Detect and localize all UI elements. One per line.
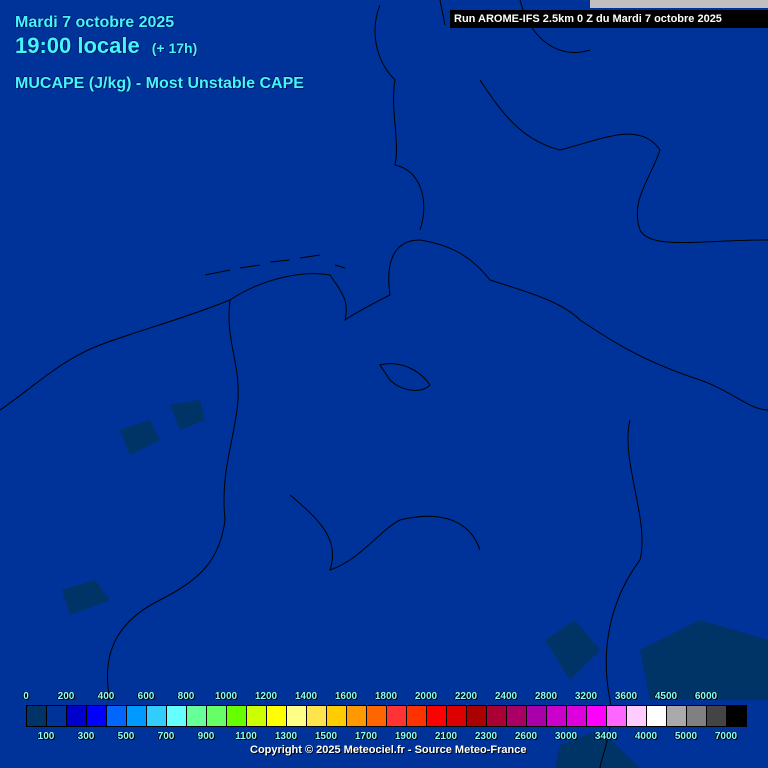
legend-color-box	[187, 706, 207, 726]
legend-label: 800	[177, 691, 195, 702]
legend-color-box	[467, 706, 487, 726]
legend-label: 3600	[614, 691, 638, 702]
legend-color-box	[67, 706, 87, 726]
legend-color-box	[407, 706, 427, 726]
color-scale-bar	[26, 705, 747, 727]
legend-label: 1500	[314, 731, 338, 742]
legend-label: 4000	[634, 731, 658, 742]
forecast-lead-time: (+ 17h)	[151, 40, 198, 56]
low-cape-patches	[62, 400, 768, 768]
legend-color-box	[307, 706, 327, 726]
legend-label: 2200	[454, 691, 478, 702]
legend-label: 2300	[474, 731, 498, 742]
legend-label: 5000	[674, 731, 698, 742]
legend-label: 100	[37, 731, 55, 742]
legend-label: 1800	[374, 691, 398, 702]
legend-label: 2800	[534, 691, 558, 702]
legend-color-box	[447, 706, 467, 726]
legend-label: 3200	[574, 691, 598, 702]
legend-label: 1100	[235, 731, 257, 742]
legend-color-box	[327, 706, 347, 726]
legend-color-box	[567, 706, 587, 726]
legend-color-box	[527, 706, 547, 726]
legend-label: 700	[157, 731, 175, 742]
legend-label: 1900	[394, 731, 418, 742]
legend-color-box	[127, 706, 147, 726]
legend-color-box	[367, 706, 387, 726]
legend-label: 600	[137, 691, 155, 702]
legend-label: 1700	[354, 731, 378, 742]
legend-label: 500	[117, 731, 135, 742]
legend-color-box	[167, 706, 187, 726]
legend-color-box	[147, 706, 167, 726]
parameter-title: MUCAPE (J/kg) - Most Unstable CAPE	[15, 75, 304, 92]
legend-color-box	[647, 706, 667, 726]
legend-label: 200	[57, 691, 75, 702]
legend-label: 1300	[274, 731, 298, 742]
legend-label: 300	[77, 731, 95, 742]
legend-label: 1200	[254, 691, 278, 702]
legend-color-box	[427, 706, 447, 726]
legend-color-box	[287, 706, 307, 726]
legend-label: 900	[197, 731, 215, 742]
legend-color-box	[507, 706, 527, 726]
legend-label: 2000	[414, 691, 438, 702]
legend-color-box	[687, 706, 707, 726]
legend-label: 3400	[594, 731, 618, 742]
legend-color-box	[607, 706, 627, 726]
legend-color-box	[627, 706, 647, 726]
legend-label: 1000	[214, 691, 238, 702]
legend-color-box	[247, 706, 267, 726]
forecast-time: 19:00 locale (+ 17h)	[15, 33, 197, 59]
legend-label: 0	[23, 691, 29, 702]
legend-color-box	[207, 706, 227, 726]
legend-label: 2100	[434, 731, 458, 742]
legend-label: 6000	[694, 691, 718, 702]
legend-color-box	[87, 706, 107, 726]
legend-color-box	[227, 706, 247, 726]
legend-label: 3000	[554, 731, 578, 742]
legend-label: 400	[97, 691, 115, 702]
no-data-area	[590, 0, 768, 8]
forecast-local-time: 19:00 locale	[15, 33, 140, 58]
legend-label: 2600	[514, 731, 538, 742]
legend-color-box	[267, 706, 287, 726]
legend-label: 1400	[294, 691, 318, 702]
legend-color-box	[387, 706, 407, 726]
legend-color-box	[707, 706, 727, 726]
legend-color-box	[667, 706, 687, 726]
legend-label: 1600	[334, 691, 358, 702]
legend-color-box	[27, 706, 47, 726]
forecast-date: Mardi 7 octobre 2025	[15, 14, 175, 31]
legend-color-box	[487, 706, 507, 726]
legend-color-box	[47, 706, 67, 726]
legend-label: 4500	[654, 691, 678, 702]
legend-label: 7000	[714, 731, 738, 742]
copyright-text: Copyright © 2025 Meteociel.fr - Source M…	[250, 744, 527, 756]
legend-color-box	[547, 706, 567, 726]
legend-color-box	[587, 706, 607, 726]
legend-color-box	[727, 706, 746, 726]
legend-color-box	[347, 706, 367, 726]
legend-color-box	[107, 706, 127, 726]
legend-label: 2400	[494, 691, 518, 702]
model-run-label: Run AROME-IFS 2.5km 0 Z du Mardi 7 octob…	[450, 10, 768, 28]
